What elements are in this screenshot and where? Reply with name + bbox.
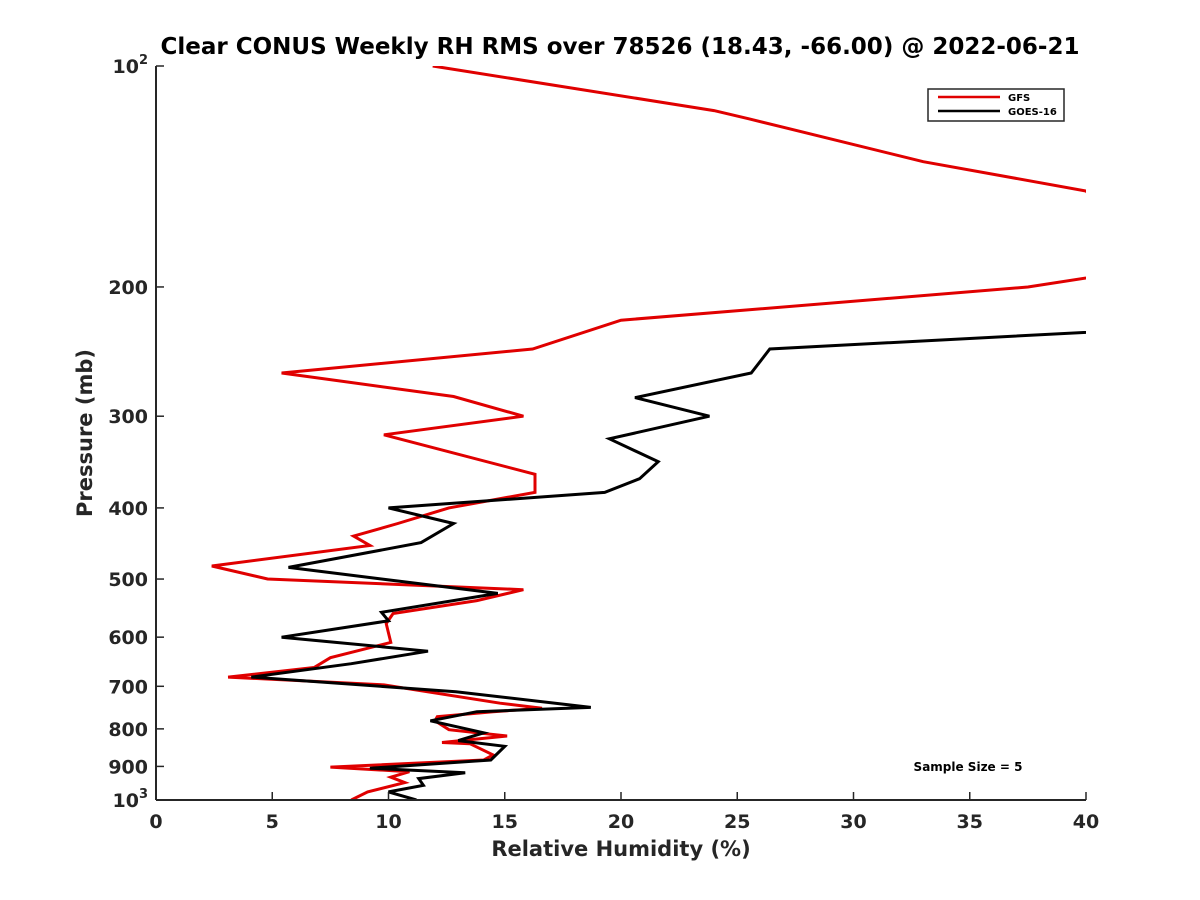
x-tick-label: 30 bbox=[840, 811, 866, 833]
x-tick-label: 40 bbox=[1073, 811, 1099, 833]
y-tick-label: 700 bbox=[108, 676, 148, 698]
series-line-gfs bbox=[211, 66, 1086, 800]
series-line-goes16 bbox=[251, 330, 1086, 800]
x-tick-label: 20 bbox=[608, 811, 634, 833]
x-axis-ticks: 0 5 10 15 20 25 30 35 40 bbox=[149, 792, 1099, 833]
x-axis-label: Relative Humidity (%) bbox=[491, 837, 750, 861]
y-tick-label: 200 bbox=[108, 277, 148, 299]
y-tick-label: 800 bbox=[108, 719, 148, 741]
sample-size-annotation: Sample Size = 5 bbox=[914, 760, 1023, 774]
x-tick-label: 25 bbox=[724, 811, 750, 833]
x-tick-label: 15 bbox=[492, 811, 518, 833]
legend-label-gfs: GFS bbox=[1008, 93, 1030, 104]
series-layer bbox=[211, 66, 1086, 800]
y-tick-label: 400 bbox=[108, 498, 148, 520]
legend-label-goes16: GOES-16 bbox=[1008, 107, 1057, 118]
y-tick-label: 300 bbox=[108, 406, 148, 428]
y-axis-label: Pressure (mb) bbox=[73, 349, 97, 517]
y-tick-label: 102 bbox=[113, 53, 149, 78]
y-tick-label: 500 bbox=[108, 569, 148, 591]
x-tick-label: 0 bbox=[149, 811, 162, 833]
y-tick-label: 900 bbox=[108, 756, 148, 778]
y-tick-label: 600 bbox=[108, 627, 148, 649]
x-tick-label: 10 bbox=[375, 811, 401, 833]
plot-area: 0 5 10 15 20 25 30 35 40 102 200 300 400 500 600 700 80… bbox=[108, 53, 1099, 833]
legend: GFS GOES-16 bbox=[927, 88, 1065, 122]
x-tick-label: 5 bbox=[266, 811, 279, 833]
y-tick-label: 103 bbox=[113, 787, 149, 812]
y-axis-ticks: 102 200 300 400 500 600 700 800 900 103 bbox=[108, 53, 164, 812]
legend-box bbox=[927, 88, 1065, 122]
chart-title: Clear CONUS Weekly RH RMS over 78526 (18… bbox=[161, 34, 1080, 60]
x-tick-label: 35 bbox=[957, 811, 983, 833]
